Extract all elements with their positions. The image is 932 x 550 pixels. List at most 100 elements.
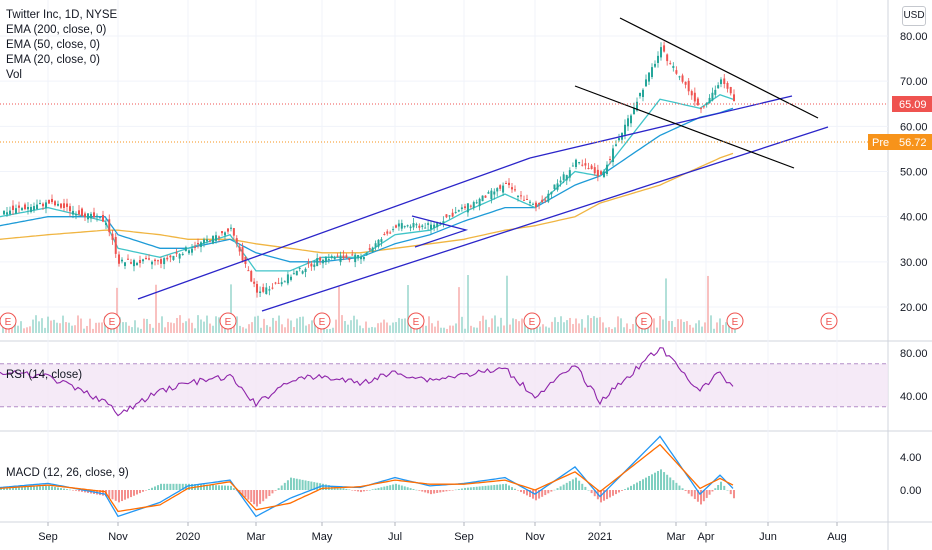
- macd-histogram-bar: [69, 489, 71, 491]
- legend-ema200[interactable]: EMA (200, close, 0): [6, 24, 107, 36]
- macd-histogram-bar: [678, 485, 681, 490]
- earnings-marker: [523, 312, 541, 330]
- candle-body: [380, 239, 383, 243]
- legend-ema20[interactable]: EMA (20, close, 0): [6, 54, 100, 66]
- volume-bar: [209, 323, 211, 333]
- candle-body: [69, 206, 71, 212]
- candle-body: [526, 198, 528, 200]
- macd-histogram-bar: [666, 474, 669, 490]
- volume-bar: [128, 325, 130, 333]
- volume-bar: [425, 325, 427, 333]
- volume-bar: [512, 318, 514, 333]
- macd-histogram-bar: [277, 488, 280, 490]
- macd-histogram-bar: [502, 484, 505, 490]
- volume-bar: [533, 326, 535, 333]
- pre-label-badge: [868, 134, 892, 150]
- macd-histogram-bar: [322, 483, 324, 490]
- volume-bar: [539, 326, 541, 333]
- candle-body: [295, 270, 298, 276]
- volume-bar: [470, 325, 472, 333]
- volume-bar: [389, 325, 391, 333]
- candle-body: [127, 258, 129, 260]
- candle-body: [221, 231, 223, 234]
- candle-body: [15, 208, 17, 214]
- macd-histogram-bar: [556, 488, 559, 490]
- macd-histogram-bar: [514, 488, 516, 490]
- candle-body: [102, 214, 104, 222]
- volume-bar: [632, 324, 634, 333]
- rsi-title[interactable]: RSI (14, close): [6, 369, 83, 381]
- candle-body: [365, 253, 368, 255]
- candle-body: [148, 258, 150, 260]
- candle-body: [409, 226, 412, 229]
- macd-histogram-bar: [227, 485, 229, 490]
- candle-body: [42, 203, 44, 207]
- macd-histogram-bar: [511, 487, 513, 490]
- legend-ema50[interactable]: EMA (50, close, 0): [6, 39, 100, 51]
- volume-bar: [560, 316, 562, 333]
- volume-bar: [131, 327, 133, 333]
- volume-bar: [335, 319, 337, 333]
- candle-body: [541, 199, 544, 203]
- macd-histogram-bar: [247, 490, 250, 500]
- volume-bar: [167, 322, 169, 333]
- macd-histogram-bar: [250, 490, 253, 502]
- candle-body: [609, 159, 611, 161]
- volume-bar: [38, 321, 40, 333]
- macd-histogram-bar: [241, 490, 244, 496]
- volume-bar: [563, 322, 565, 333]
- macd-histogram-bar: [508, 485, 510, 490]
- macd-y-tick-label: 0.00: [900, 485, 921, 497]
- candle-body: [121, 259, 123, 262]
- candle-body: [502, 185, 505, 193]
- legend-volume[interactable]: Vol: [6, 69, 22, 81]
- volume-bar: [161, 316, 163, 333]
- volume-bar: [461, 316, 463, 333]
- candle-body: [481, 195, 484, 202]
- candle-body: [556, 183, 559, 190]
- pre-price-badge: [892, 134, 932, 150]
- candle-body: [571, 165, 574, 167]
- volume-bar: [224, 327, 226, 333]
- macd-histogram-bar: [45, 486, 47, 490]
- volume-bar: [485, 319, 487, 333]
- volume-bar: [722, 324, 724, 333]
- volume-bar: [74, 325, 76, 333]
- candle-body: [280, 282, 283, 285]
- candle-body: [587, 167, 590, 169]
- macd-histogram-bar: [397, 484, 400, 490]
- volume-bar: [179, 315, 181, 333]
- volume-bar: [197, 315, 199, 333]
- x-tick-label: Apr: [697, 531, 714, 543]
- candle-body: [286, 274, 289, 284]
- volume-bar: [713, 328, 715, 333]
- candle-body: [354, 254, 357, 263]
- candle-body: [151, 261, 153, 265]
- candle-body: [460, 207, 463, 210]
- macd-title[interactable]: MACD (12, 26, close, 9): [6, 467, 129, 479]
- candle-body: [111, 233, 114, 240]
- candle-body: [412, 223, 415, 228]
- candle-body: [290, 276, 292, 280]
- volume-bar: [347, 324, 349, 333]
- candle-body: [702, 106, 705, 108]
- macd-histogram-bar: [493, 484, 496, 490]
- macd-histogram-bar: [469, 487, 472, 490]
- volume-bar: [554, 317, 556, 333]
- macd-histogram-bar: [271, 490, 274, 494]
- macd-histogram-bar: [681, 488, 684, 490]
- last-price-badge: [892, 96, 932, 112]
- candle-body: [298, 267, 301, 269]
- macd-histogram-bar: [520, 490, 522, 493]
- currency-button[interactable]: USD: [902, 6, 926, 26]
- candle-body: [374, 243, 377, 247]
- volume-bar: [362, 328, 364, 333]
- volume-bar: [56, 322, 58, 333]
- volume-bar: [239, 325, 241, 333]
- volume-bar: [428, 316, 430, 333]
- volume-bar: [719, 318, 721, 333]
- volume-bar: [614, 327, 616, 333]
- candle-body: [342, 255, 345, 259]
